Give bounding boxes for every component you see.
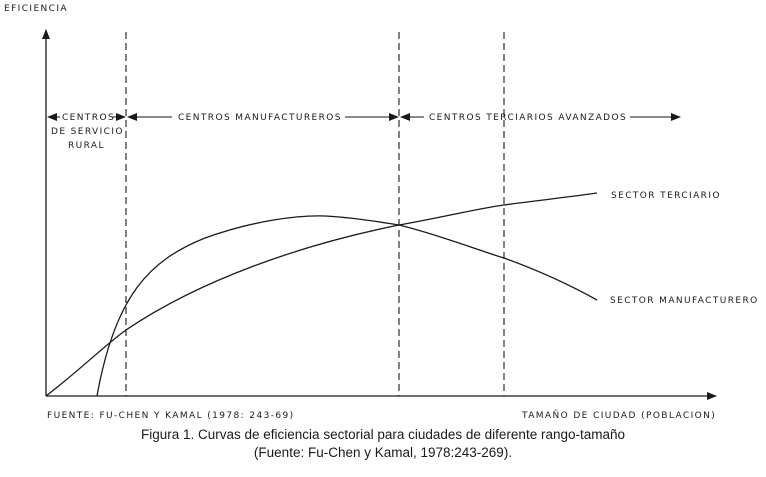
curve-manufacturing-label: SECTOR MANUFACTURERO: [610, 296, 759, 306]
figure-caption-line-1: Figura 1. Curvas de eficiencia sectorial…: [140, 427, 626, 442]
zone-manufacturing-label: CENTROS MANUFACTUREROS: [178, 113, 342, 123]
curve-tertiary: [45, 192, 598, 397]
figure-caption-line-2: (Fuente: Fu-Chen y Kamal, 1978:243-269).: [253, 445, 513, 460]
zone-rural-label-2: DE SERVICIO: [51, 127, 124, 137]
y-axis-label: EFICIENCIA: [4, 4, 68, 14]
curve-manufacturing: [96, 215, 598, 397]
x-axis-label: TAMAÑO DE CIUDAD (POBLACION): [521, 410, 716, 421]
curve-tertiary-label: SECTOR TERCIARIO: [611, 191, 721, 201]
zone-rural-label-1: CENTROS: [62, 113, 115, 123]
zone-rural-label-3: RURAL: [68, 141, 105, 151]
zone-tertiary-label: CENTROS TERCIARIOS AVANZADOS: [429, 113, 627, 123]
source-note: FUENTE: FU-CHEN Y KAMAL (1978: 243-69): [47, 411, 295, 421]
